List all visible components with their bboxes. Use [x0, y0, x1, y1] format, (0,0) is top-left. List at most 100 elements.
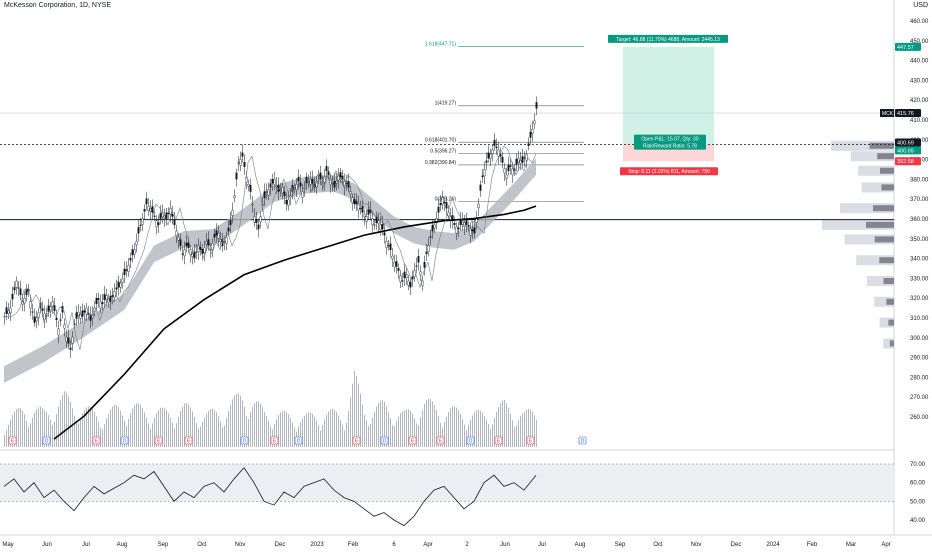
- candle-body: [237, 162, 240, 164]
- volume-bar: [122, 415, 123, 447]
- candle-body: [443, 201, 446, 204]
- volume-bar: [106, 418, 107, 447]
- volume-bar: [52, 425, 53, 447]
- volume-bar: [228, 411, 229, 447]
- volume-bar: [414, 417, 415, 447]
- candle-body: [9, 307, 12, 314]
- volume-bar: [378, 402, 379, 447]
- volume-bar: [488, 423, 489, 447]
- price-tick-label: 410.00: [910, 118, 929, 124]
- volume-profile-bar: [844, 234, 894, 245]
- candle-body: [365, 216, 368, 222]
- volume-bar: [310, 412, 311, 447]
- candle-body: [319, 172, 322, 180]
- volume-bar: [422, 410, 423, 447]
- volume-bar: [360, 393, 361, 447]
- volume-bar: [434, 405, 435, 447]
- candle-body: [173, 219, 176, 226]
- volume-profile-bar: [889, 340, 894, 347]
- volume-bar: [94, 412, 95, 447]
- candle-body: [527, 143, 530, 146]
- candle-body: [367, 209, 370, 215]
- volume-bar: [38, 407, 39, 447]
- volume-bar: [124, 421, 125, 447]
- candle-body: [85, 307, 88, 315]
- candle-body: [187, 242, 190, 248]
- volume-bar: [80, 417, 81, 447]
- time-axis-label: Jul: [538, 542, 546, 548]
- event-marker-earnings: E: [355, 439, 359, 445]
- candle-body: [171, 213, 174, 217]
- volume-bar: [20, 408, 21, 447]
- volume-bar: [510, 413, 511, 447]
- candle-body: [363, 214, 366, 218]
- volume-bar: [426, 400, 427, 447]
- event-marker-box: [380, 436, 389, 445]
- volume-bar: [66, 392, 67, 447]
- candle-body: [275, 185, 278, 188]
- volume-bar: [494, 417, 495, 447]
- volume-bar: [338, 415, 339, 447]
- volume-bar: [174, 428, 175, 447]
- candle-body: [503, 168, 506, 174]
- volume-profile-bar: [840, 203, 894, 214]
- volume-profile-bar: [873, 205, 894, 212]
- time-axis-label: 2024: [766, 542, 780, 548]
- volume-bar: [400, 413, 401, 447]
- volume-bar: [202, 421, 203, 447]
- volume-bar: [302, 418, 303, 447]
- price-tick-label: 460.00: [910, 19, 929, 25]
- volume-bar: [206, 413, 207, 447]
- volume-profile-bar: [883, 338, 894, 349]
- volume-bar: [294, 427, 295, 447]
- rsi-line: [3, 467, 537, 527]
- level-badge: 400.69: [897, 140, 914, 146]
- rsi-tick-label: 40.00: [910, 518, 926, 524]
- candle-body: [453, 223, 456, 226]
- volume-bar: [374, 411, 375, 447]
- candle-body: [525, 153, 528, 161]
- ema-ribbon: [4, 158, 536, 383]
- volume-bar: [444, 421, 445, 447]
- candle-body: [65, 336, 68, 342]
- candle-body: [97, 298, 100, 300]
- candle-body: [401, 280, 404, 282]
- candle-body: [483, 169, 486, 177]
- candle-body: [139, 224, 142, 227]
- volume-bar: [502, 400, 503, 447]
- candle-body: [437, 206, 440, 213]
- candle-body: [373, 224, 376, 226]
- candle-body: [533, 120, 536, 125]
- candle-body: [393, 262, 396, 268]
- volume-bar: [184, 403, 185, 447]
- volume-bar: [292, 422, 293, 447]
- volume-bar: [370, 424, 371, 447]
- candle-body: [317, 174, 320, 177]
- event-marker-dividend: D: [45, 439, 49, 445]
- volume-bar: [26, 420, 27, 447]
- candle-body: [47, 305, 50, 312]
- price-tick-label: 430.00: [910, 78, 929, 84]
- event-marker-dividend: D: [297, 439, 301, 445]
- candle-body: [465, 219, 468, 226]
- candle-body: [375, 216, 378, 223]
- volume-bar: [278, 415, 279, 447]
- time-axis-label: Nov: [691, 542, 702, 548]
- volume-bar: [308, 412, 309, 447]
- fib-level-label: 0(373.26): [435, 196, 457, 202]
- price-tick-label: 440.00: [910, 59, 929, 65]
- volume-bar: [120, 410, 121, 447]
- volume-bar: [130, 413, 131, 447]
- volume-bar: [492, 424, 493, 447]
- volume-bar: [478, 409, 479, 447]
- candle-body: [239, 159, 242, 166]
- volume-profile-bar: [874, 296, 894, 307]
- volume-bar: [398, 416, 399, 447]
- volume-bar: [430, 399, 431, 447]
- volume-bar: [432, 401, 433, 447]
- candle-body: [15, 280, 18, 288]
- volume-bar: [404, 410, 405, 447]
- time-axis-label: 6: [392, 542, 396, 548]
